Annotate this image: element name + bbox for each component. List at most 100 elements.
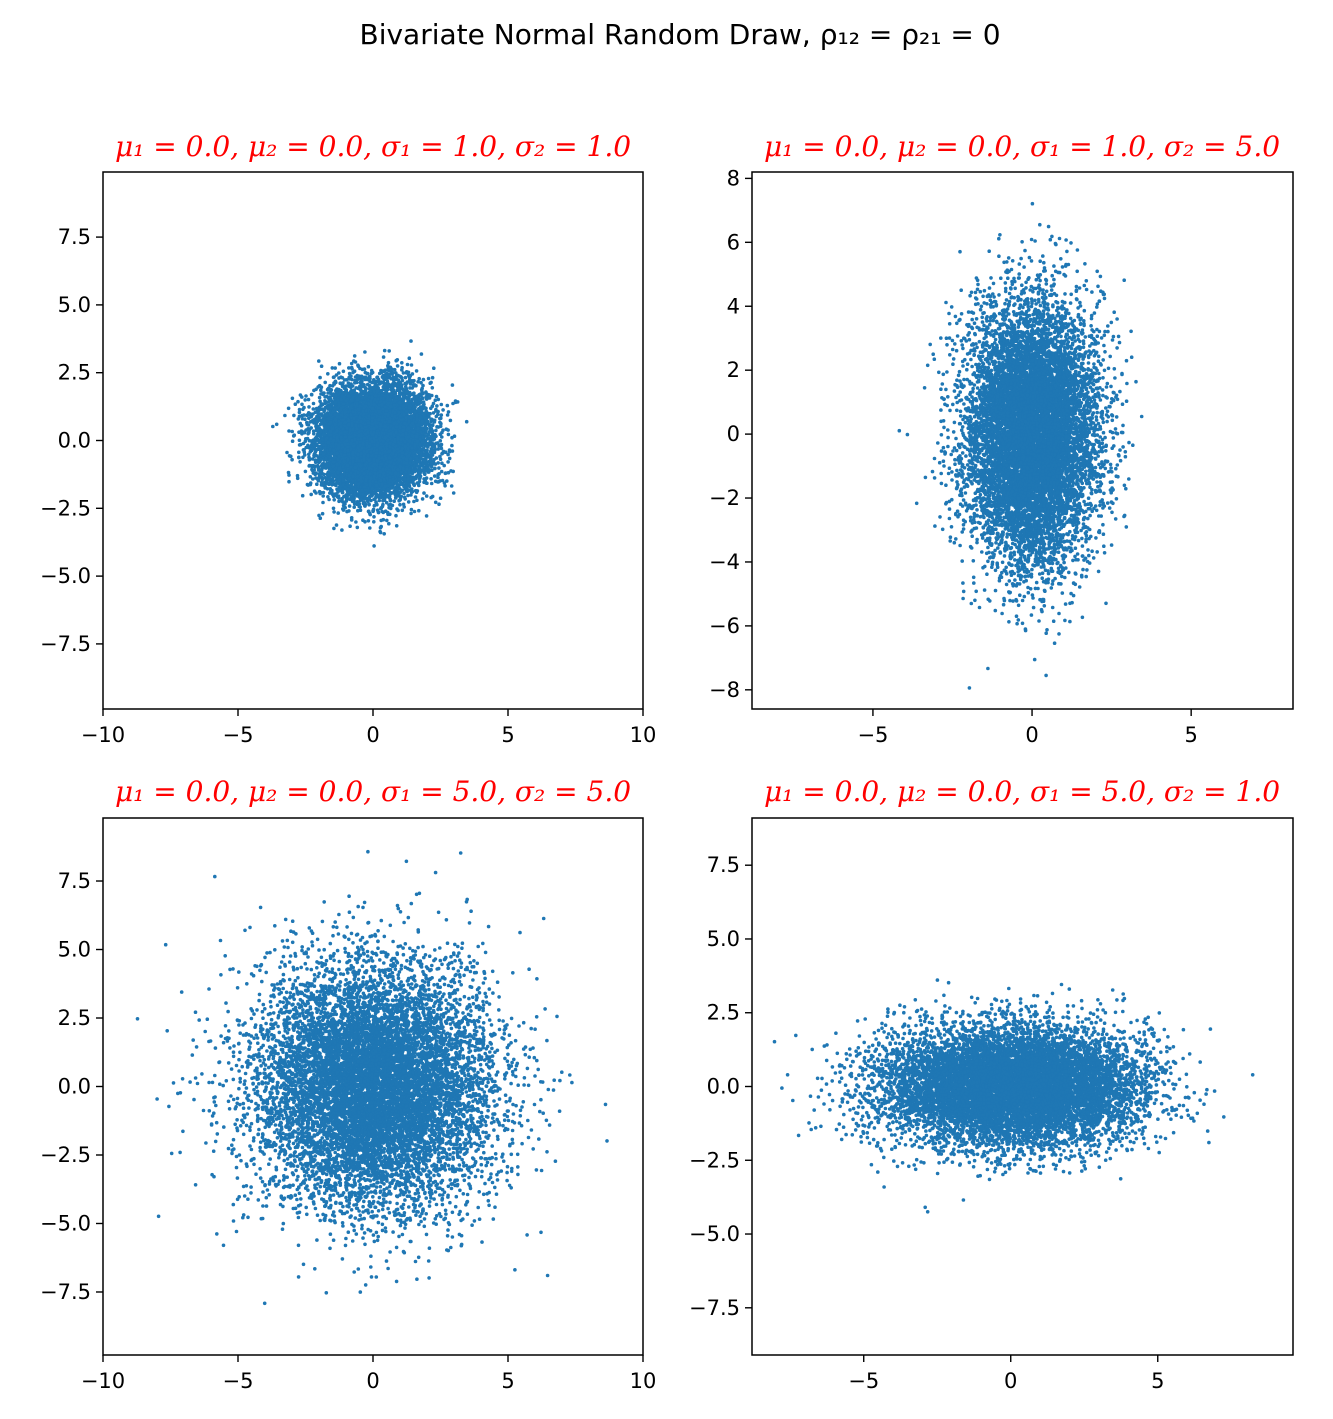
scatter-point [303,453,307,457]
scatter-point [311,477,315,481]
scatter-point [388,512,392,517]
scatter-point [450,383,455,387]
scatter-point [308,475,313,479]
scatter-point [385,518,389,523]
scatter-point [332,498,337,502]
scatter-point [311,401,316,406]
scatter-point [441,408,445,412]
scatter-point [446,460,450,464]
scatter-point [366,364,371,369]
scatter-point [409,363,414,367]
scatter-point [330,401,334,406]
scatter-point [417,376,422,381]
scatter-point [403,375,408,380]
panel-title: μ₁ = 0.0, μ₂ = 0.0, σ₁ = 1.0, σ₂ = 1.0 [115,130,631,163]
scatter-point [355,525,360,530]
scatter-point [317,513,321,518]
scatter-point [327,497,331,502]
scatter-point [403,384,408,389]
scatter-point [450,443,454,448]
scatter-point [306,397,311,402]
scatter-point [400,508,405,513]
scatter-point [303,469,308,474]
scatter-point [437,502,441,507]
scatter-point [406,500,411,504]
scatter-point [412,383,417,387]
scatter-point [352,505,357,510]
scatter-point [415,498,419,503]
scatter-point [438,457,443,462]
scatter-point [317,395,322,400]
scatter-points [271,339,469,548]
scatter-point [361,518,365,522]
scatter-point [410,372,415,376]
scatter-point [317,359,321,363]
scatter-point [372,515,376,519]
scatter-point [345,509,349,514]
scatter-point [301,455,305,460]
scatter-point [271,424,275,429]
scatter-point [320,511,325,516]
scatter-point [332,510,336,514]
scatter-point [352,354,357,358]
scatter-point [319,388,323,393]
scatter-point [346,381,351,385]
scatter-point [372,544,376,548]
scatter-point [400,365,404,370]
scatter-point [402,491,406,496]
scatter-point [409,511,413,516]
scatter-point [347,504,352,508]
scatter-point [304,394,308,398]
figure-suptitle: Bivariate Normal Random Draw, ρ₁₂ = ρ₂₁ … [359,18,1000,51]
scatter-point [372,520,376,524]
scatter-point [394,358,399,363]
scatter-point [307,405,311,409]
scatter-point [323,395,327,399]
scatter-point [439,413,444,417]
scatter-point [300,493,305,498]
scatter-point [423,472,427,477]
scatter-point [429,477,433,481]
scatter-point [400,361,404,365]
scatter-point [290,439,295,444]
scatter-point [421,400,426,404]
scatter-point [412,509,417,514]
scatter-point [366,509,371,514]
scatter-point [426,376,431,381]
scatter-point [292,413,296,418]
scatter-point [295,473,300,478]
scatter-point [421,377,426,382]
scatter-point [451,491,456,495]
scatter-point [303,398,308,402]
scatter-point [326,372,330,376]
scatter-point [285,450,289,455]
scatter-point [420,497,425,501]
scatter-point [297,450,301,455]
scatter-point [321,500,325,505]
scatter-panel-top-left: μ₁ = 0.0, μ₂ = 0.0, σ₁ = 1.0, σ₂ = 1.0 −… [40,130,656,747]
scatter-point [300,395,304,399]
scatter-point [445,403,450,408]
scatter-point [366,519,371,523]
scatter-point [348,524,352,528]
scatter-point [436,447,441,451]
scatter-point [451,469,456,474]
scatter-point [382,532,387,536]
scatter-point [441,428,445,433]
scatter-point [394,524,399,528]
scatter-point [363,350,367,354]
scatter-point [287,429,291,433]
scatter-point [300,402,304,407]
scatter-point [438,496,443,501]
scatter-point [409,507,414,512]
scatter-point [446,432,451,437]
scatter-point [321,494,326,498]
scatter-point [350,377,354,382]
scatter-point [392,499,397,504]
scatter-point [318,516,323,520]
scatter-point [422,491,426,495]
scatter-point [311,429,316,434]
scatter-point [444,427,449,432]
scatter-point [332,526,336,531]
